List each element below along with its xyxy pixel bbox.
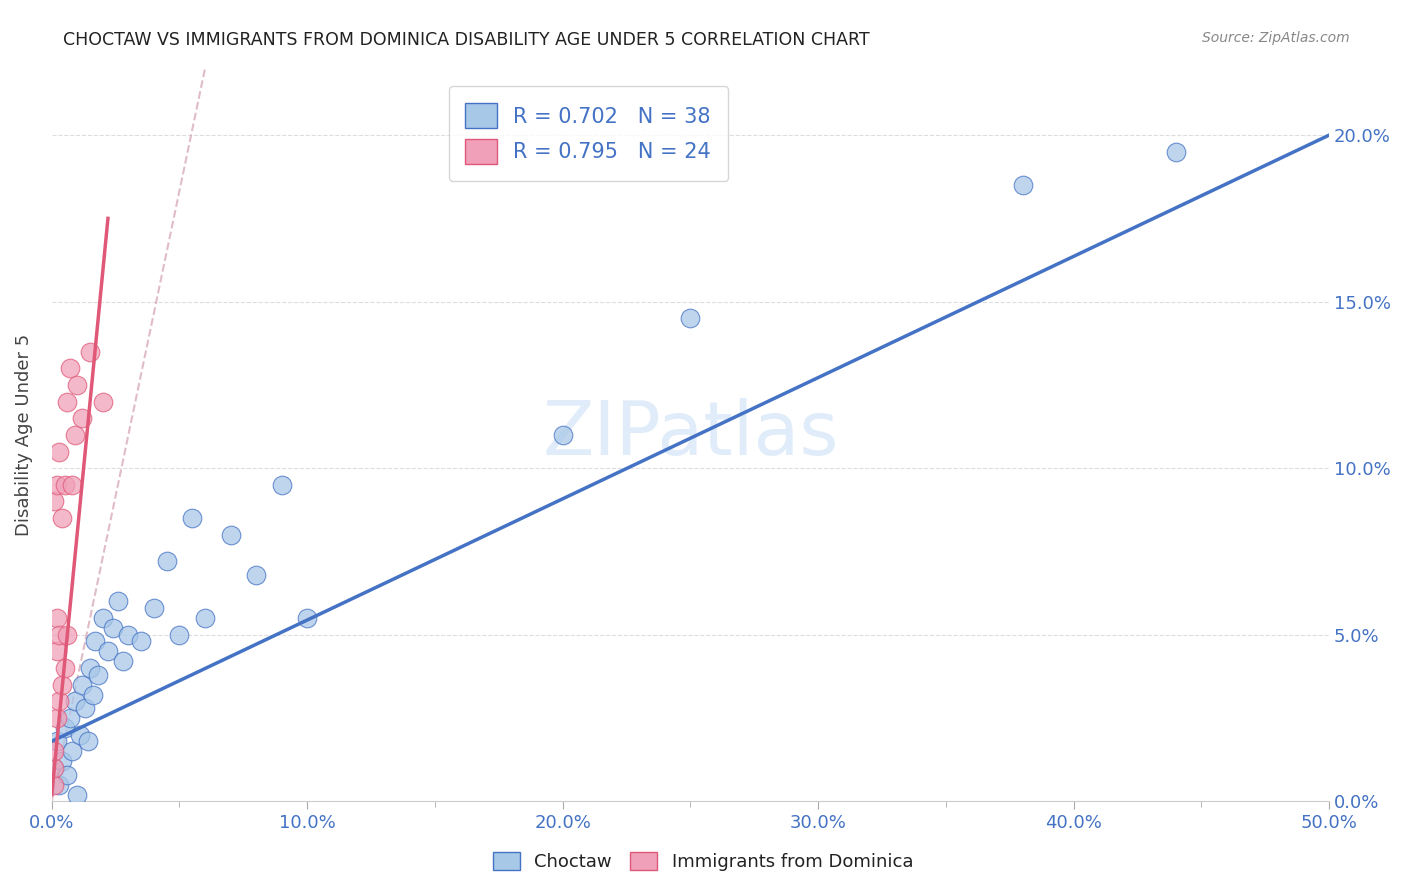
Text: ZIPatlas: ZIPatlas (543, 399, 838, 471)
Point (45, 611, 67, 625)
Point (48, 628, 70, 642)
Point (48, 778, 70, 792)
Point (169, 628, 191, 642)
Point (51, 678, 73, 692)
Point (156, 554, 179, 568)
Point (51, 754, 73, 768)
Point (270, 478, 292, 492)
Point (194, 611, 217, 625)
Text: Source: ZipAtlas.com: Source: ZipAtlas.com (1202, 31, 1350, 45)
Point (129, 634, 152, 648)
Y-axis label: Disability Age Under 5: Disability Age Under 5 (15, 334, 32, 536)
Point (142, 601, 165, 615)
Point (82, 688, 104, 702)
Legend: Choctaw, Immigrants from Dominica: Choctaw, Immigrants from Dominica (485, 845, 921, 879)
Point (66, 788, 89, 802)
Point (1011, 178, 1033, 192)
Point (79, 661, 101, 675)
Point (44, 744, 66, 758)
Point (87, 667, 110, 681)
Point (1164, 145, 1187, 159)
Point (45, 734, 67, 748)
Point (219, 528, 242, 542)
Point (679, 311, 702, 326)
Point (63, 428, 86, 442)
Point (84, 634, 107, 648)
Point (53, 721, 76, 735)
Point (91, 394, 114, 409)
Point (72, 411, 94, 425)
Point (48, 444, 70, 458)
Point (112, 654, 135, 668)
Point (101, 621, 124, 635)
Point (44, 761, 66, 775)
Point (44, 494, 66, 508)
Point (60, 478, 83, 492)
Point (45, 644, 67, 658)
Point (48, 694, 70, 708)
Point (181, 511, 204, 525)
Point (63, 694, 86, 708)
Point (76, 734, 98, 748)
Point (56, 767, 79, 781)
Point (45, 711, 67, 725)
Point (60, 744, 83, 758)
Point (44, 761, 66, 775)
Point (59, 361, 82, 376)
Point (72, 678, 94, 692)
Point (59, 711, 82, 725)
Point (56, 628, 79, 642)
Legend: R = 0.702   N = 38, R = 0.795   N = 24: R = 0.702 N = 38, R = 0.795 N = 24 (449, 87, 728, 181)
Text: CHOCTAW VS IMMIGRANTS FROM DOMINICA DISABILITY AGE UNDER 5 CORRELATION CHART: CHOCTAW VS IMMIGRANTS FROM DOMINICA DISA… (63, 31, 870, 49)
Point (73, 701, 96, 715)
Point (91, 611, 114, 625)
Point (44, 778, 66, 792)
Point (69, 728, 91, 742)
Point (551, 428, 574, 442)
Point (79, 344, 101, 359)
Point (297, 611, 319, 625)
Point (97, 644, 120, 658)
Point (56, 394, 79, 409)
Point (107, 594, 129, 608)
Point (53, 478, 76, 492)
Point (245, 567, 267, 582)
Point (45, 478, 67, 492)
Point (117, 628, 139, 642)
Point (53, 661, 76, 675)
Point (66, 378, 89, 392)
Point (51, 511, 73, 525)
